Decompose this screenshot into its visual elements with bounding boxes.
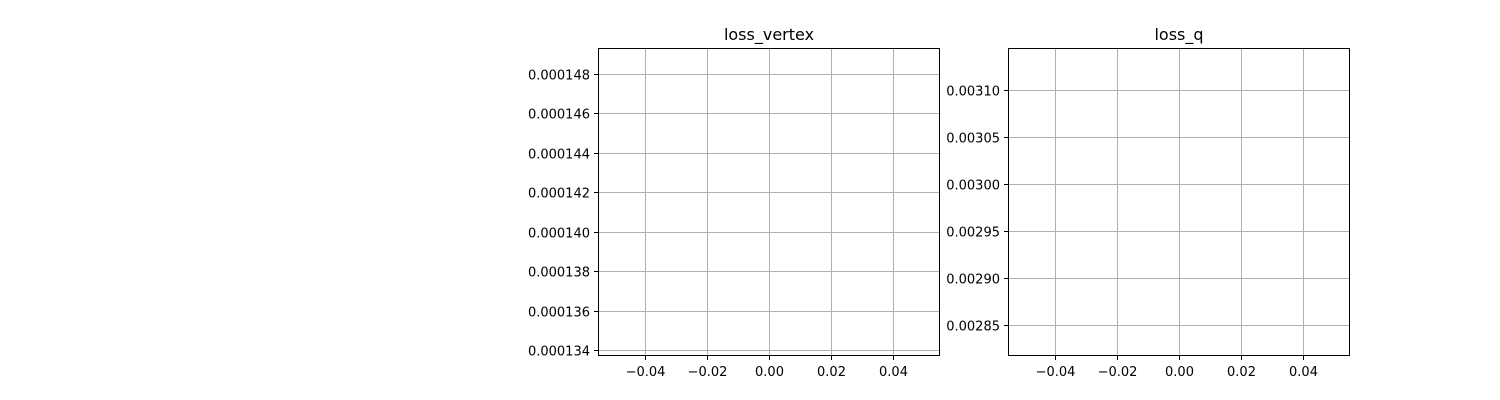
y-tick-label: 0.000136	[528, 306, 590, 321]
x-tick-label: 0.00	[755, 365, 784, 380]
y-tick-label: 0.000140	[528, 227, 590, 242]
x-tick-label: −0.04	[626, 365, 666, 380]
x-tick-label: −0.02	[1098, 365, 1138, 380]
tick-marks	[1004, 90, 1304, 360]
tick-marks	[594, 74, 894, 360]
y-tick-label: 0.000146	[528, 108, 590, 123]
plot-title: loss_q	[1154, 25, 1203, 45]
plot-loss-vertex: −0.04 −0.02 0.00 0.02 0.04 0.000134 0.000136 0.…	[528, 25, 940, 380]
x-tick-label: 0.02	[1227, 365, 1256, 380]
y-tick-label: 0.000138	[528, 266, 590, 281]
x-tick-label: 0.04	[1289, 365, 1318, 380]
tick-labels: −0.04 −0.02 0.00 0.02 0.04 0.000134 0.000136 0.…	[528, 69, 908, 381]
axes-frame	[1008, 48, 1350, 356]
x-tick-label: −0.02	[688, 365, 728, 380]
x-tick-label: −0.04	[1036, 365, 1076, 380]
plot-title: loss_vertex	[724, 25, 814, 45]
y-tick-label: 0.00295	[946, 226, 1000, 241]
y-tick-label: 0.00290	[946, 273, 1000, 288]
grid-lines	[598, 48, 940, 356]
grid-lines	[1008, 48, 1350, 356]
y-tick-label: 0.00305	[946, 132, 1000, 147]
x-tick-label: 0.00	[1165, 365, 1194, 380]
y-tick-label: 0.00285	[946, 320, 1000, 335]
y-tick-label: 0.000142	[528, 187, 590, 202]
tick-labels: −0.04 −0.02 0.00 0.02 0.04 0.00285 0.00290 0.00…	[946, 85, 1318, 381]
x-tick-label: 0.02	[817, 365, 846, 380]
y-tick-label: 0.00300	[946, 179, 1000, 194]
y-tick-label: 0.000144	[528, 148, 590, 163]
axes-frame	[598, 48, 940, 356]
y-tick-label: 0.000134	[528, 345, 590, 360]
x-tick-label: 0.04	[879, 365, 908, 380]
y-tick-label: 0.00310	[946, 85, 1000, 100]
plot-loss-q: −0.04 −0.02 0.00 0.02 0.04 0.00285 0.00290 0.00…	[946, 25, 1350, 380]
y-tick-label: 0.000148	[528, 69, 590, 84]
